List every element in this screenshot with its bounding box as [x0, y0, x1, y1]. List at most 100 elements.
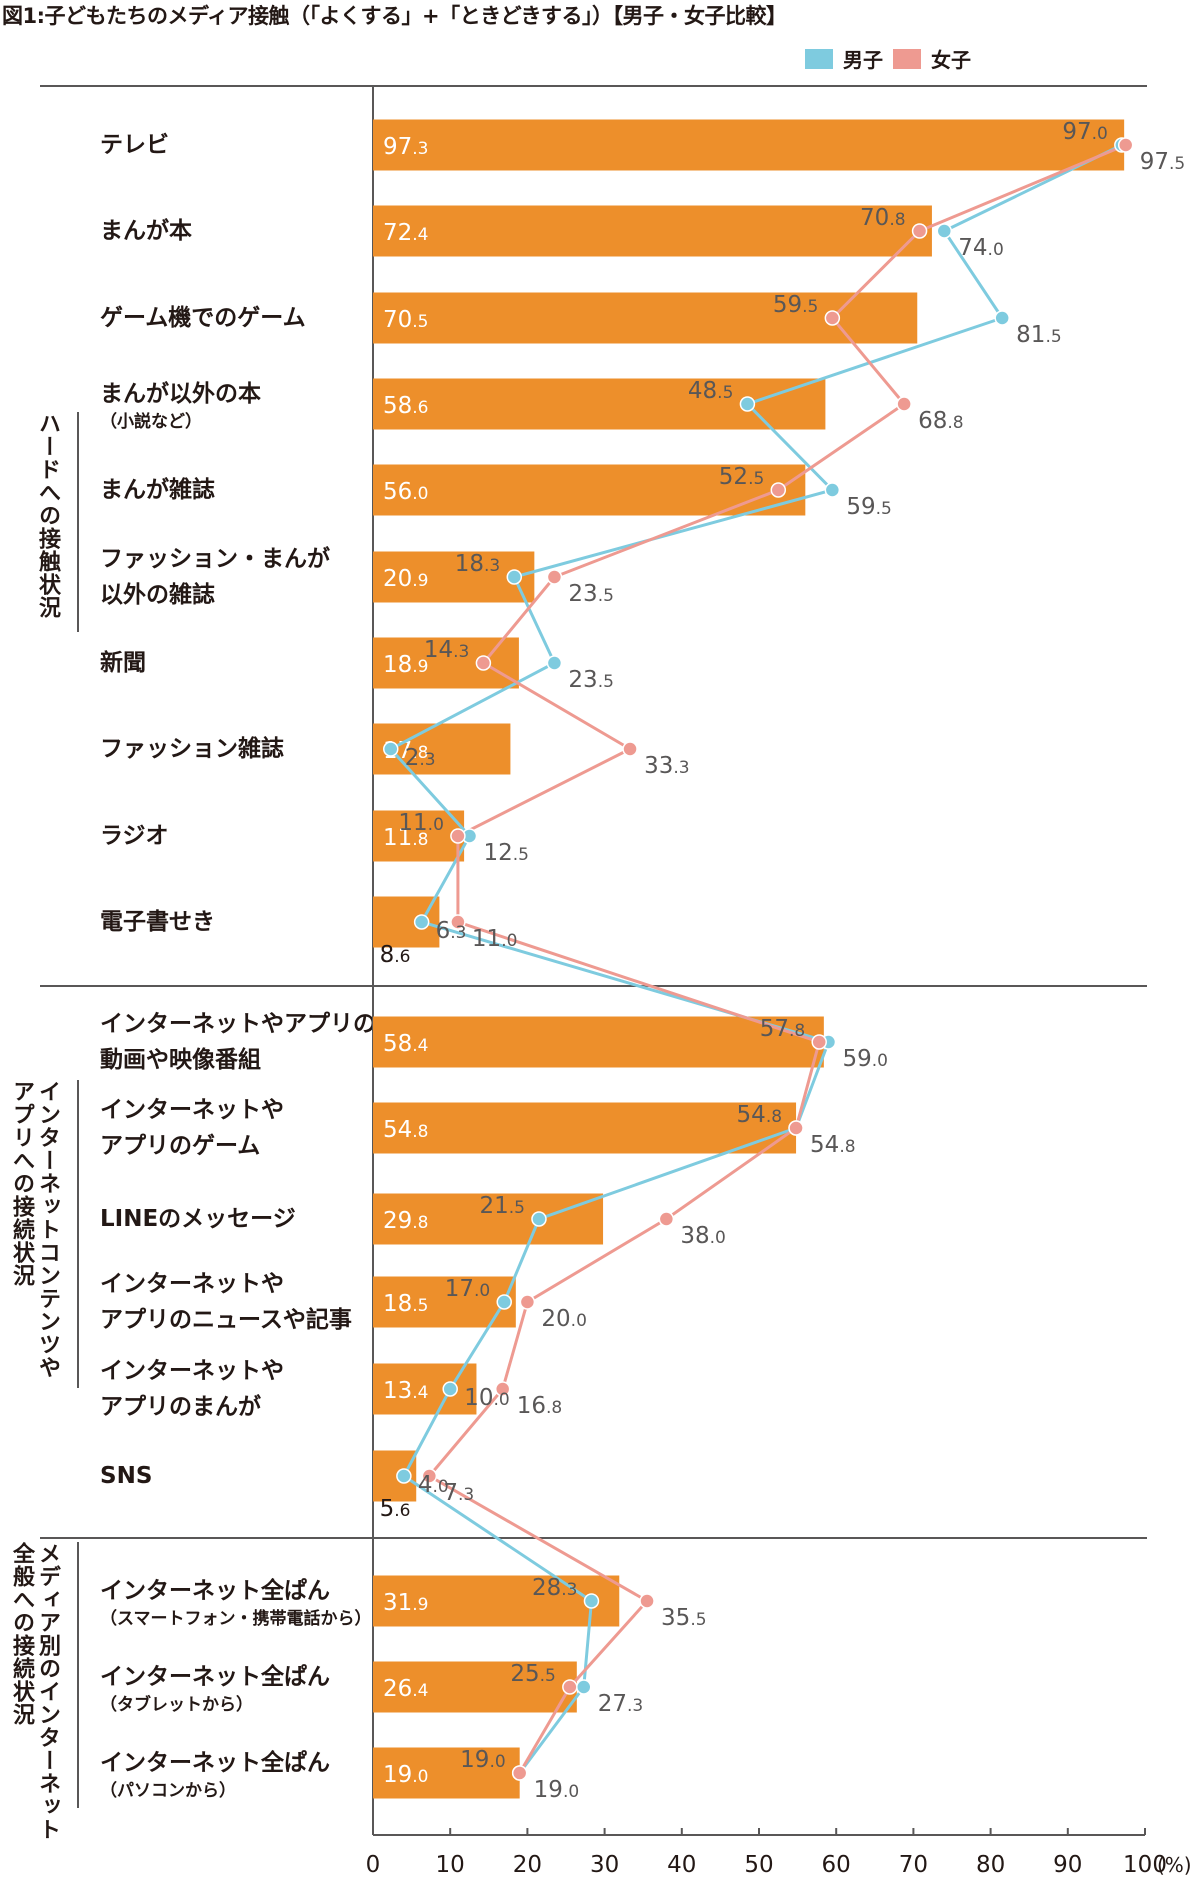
x-tick-label: 100 — [1123, 1852, 1167, 1878]
boys-value-label: 48.5 — [688, 378, 734, 404]
bar-value-label: 13.4 — [383, 1378, 429, 1404]
category-label: 新聞 — [100, 650, 146, 676]
girls-point — [546, 569, 563, 585]
girls-value-label: 25.5 — [510, 1661, 556, 1687]
boys-point — [531, 1211, 547, 1227]
girls-value-label: 54.8 — [810, 1132, 856, 1158]
girls-value-label: 57.8 — [760, 1016, 806, 1042]
boys-point — [739, 396, 756, 412]
boys-value-label: 97.0 — [1062, 119, 1108, 145]
bar-value-label: 56.0 — [383, 479, 429, 505]
bar — [373, 1193, 604, 1245]
bar-value-label: 29.8 — [383, 1208, 429, 1234]
category-label: SNS — [100, 1463, 153, 1489]
category-label: まんが雑誌 — [100, 477, 215, 503]
girls-point — [622, 741, 638, 757]
category-label: まんが本 — [100, 218, 192, 244]
x-tick-label: 40 — [667, 1852, 696, 1878]
group-label: ハードへの接触状況 — [35, 412, 60, 619]
bar-value-label: 58.4 — [383, 1031, 429, 1057]
x-tick-label: 60 — [822, 1852, 851, 1878]
girls-value-label: 11.0 — [398, 810, 444, 836]
legend-girls-label: 女子 — [931, 48, 971, 72]
category-label: インターネット全ぱん （タブレットから） — [100, 1664, 330, 1715]
bar — [373, 1016, 824, 1068]
category-label: ファッション雑誌 — [100, 736, 284, 762]
girls-point — [450, 828, 466, 844]
boys-value-label: 28.3 — [532, 1575, 578, 1601]
boys-point — [546, 655, 563, 671]
x-tick-label: 80 — [976, 1852, 1005, 1878]
bar — [373, 378, 826, 430]
x-unit-label: (%) — [1157, 1853, 1192, 1877]
boys-value-label: 17.0 — [445, 1276, 491, 1302]
girls-value-label: 68.8 — [918, 408, 964, 434]
girls-point — [658, 1211, 675, 1227]
girls-point — [911, 223, 928, 239]
legend-boys-label: 男子 — [843, 48, 883, 72]
chart-title: 図1:子どもたちのメディア接触（「よくする」+「ときどきする」）【男子・女子比較… — [2, 4, 787, 28]
girls-point — [511, 1765, 528, 1781]
bar-value-label: 18.5 — [383, 1291, 429, 1317]
bar-value-label: 58.6 — [383, 393, 429, 419]
girls-point — [770, 482, 787, 498]
category-label: インターネットや アプリのニュースや記事 — [100, 1271, 352, 1333]
girls-value-label: 16.8 — [517, 1393, 563, 1419]
bar — [373, 205, 932, 257]
girls-point — [788, 1120, 804, 1136]
bar-value-label: 20.9 — [383, 566, 429, 592]
legend-girls-swatch — [893, 48, 921, 69]
girls-value-label: 23.5 — [568, 581, 614, 607]
x-tick-label: 70 — [899, 1852, 928, 1878]
boys-point — [442, 1381, 458, 1397]
group-label: メディア別のインターネット 全般への接続状況 — [9, 1542, 60, 1841]
legend-girls: 女子 — [893, 44, 971, 73]
category-label: ラジオ — [100, 823, 169, 849]
girls-value-label: 11.0 — [472, 926, 518, 952]
girls-value-label: 70.8 — [860, 205, 906, 231]
boys-value-label: 27.3 — [598, 1691, 644, 1717]
category-label: インターネット全ぱん （スマートフォン・携帯電話から） — [100, 1578, 372, 1629]
boys-point — [413, 914, 430, 930]
category-label: テレビ — [100, 132, 169, 158]
girls-value-label: 19.0 — [534, 1777, 580, 1803]
boys-value-label: 18.3 — [455, 551, 501, 577]
boys-point — [383, 741, 399, 757]
bar-value-label: 31.9 — [383, 1590, 429, 1616]
boys-point — [824, 482, 841, 498]
bar-value-label: 97.3 — [383, 134, 429, 160]
x-tick-label: 90 — [1053, 1852, 1082, 1878]
bar — [373, 896, 440, 948]
girls-value-label: 59.5 — [773, 292, 819, 318]
girls-point — [639, 1593, 655, 1609]
girls-point — [519, 1294, 536, 1310]
category-label: 電子書せき — [100, 909, 215, 935]
boys-point — [583, 1593, 600, 1609]
boys-value-label: 6.3 — [436, 918, 467, 944]
girls-value-label: 52.5 — [719, 464, 765, 490]
girls-value-label: 7.3 — [443, 1480, 474, 1506]
boys-value-label: 21.5 — [479, 1193, 525, 1219]
girls-point — [450, 914, 466, 930]
girls-value-label: 33.3 — [644, 753, 690, 779]
girls-value-label: 35.5 — [661, 1605, 707, 1631]
x-tick-label: 10 — [436, 1852, 465, 1878]
girls-point — [896, 396, 912, 412]
girls-point — [811, 1034, 827, 1050]
boys-value-label: 2.3 — [405, 745, 436, 771]
bar-value-label: 54.8 — [383, 1117, 429, 1143]
category-label: インターネットや アプリのゲーム — [100, 1097, 284, 1159]
x-tick-label: 30 — [590, 1852, 619, 1878]
bar-value-label: 8.6 — [380, 942, 411, 968]
bar — [373, 1575, 620, 1627]
girls-point — [562, 1679, 578, 1695]
boys-point — [576, 1679, 592, 1695]
boys-point — [506, 569, 523, 585]
boys-point — [396, 1468, 412, 1484]
bar — [373, 1661, 577, 1713]
category-label: インターネット全ぱん （パソコンから） — [100, 1750, 330, 1801]
boys-point — [936, 223, 953, 239]
girls-point — [475, 655, 492, 671]
bar-value-label: 11.8 — [383, 825, 429, 851]
